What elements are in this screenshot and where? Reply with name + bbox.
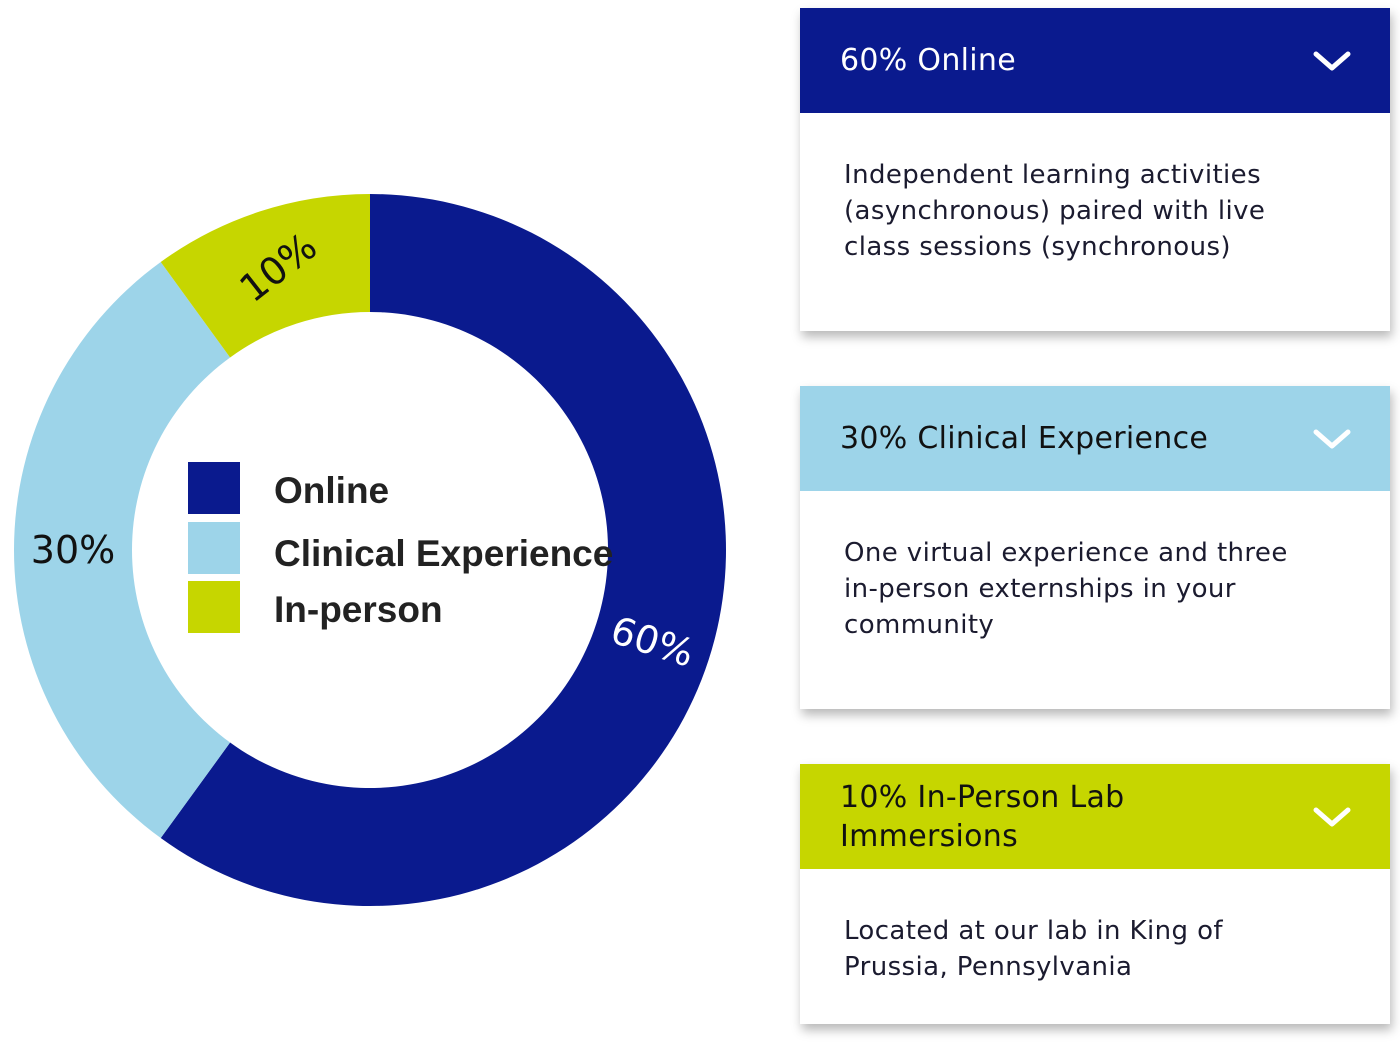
chart-legend: Online Clinical Experience In-person: [188, 462, 613, 633]
accordion-title: 30% Clinical Experience: [840, 421, 1209, 456]
accordion-body: One virtual experience and three in-pers…: [800, 491, 1390, 643]
accordion-card-in-person: 10% In-Person Lab Immersions Located at …: [800, 764, 1390, 1024]
accordion-header-online[interactable]: 60% Online: [800, 8, 1390, 113]
accordion-title: 10% In-Person Lab Immersions: [840, 779, 1125, 854]
legend-label-online: Online: [274, 470, 389, 511]
accordion-header-clinical[interactable]: 30% Clinical Experience: [800, 386, 1390, 491]
legend-swatch-online: [188, 462, 240, 514]
legend-label-clinical: Clinical Experience: [274, 533, 613, 574]
donut-chart: 60%30%10% Online Clinical Experience In-…: [13, 194, 727, 906]
donut-slice-clinical-experience: [13, 261, 231, 839]
donut-value-label-clinical-experience: 30%: [31, 528, 115, 572]
donut-slice-in-person: [160, 194, 370, 358]
chevron-down-icon[interactable]: [1312, 805, 1352, 829]
accordion-body: Independent learning activities (asynchr…: [800, 113, 1390, 265]
legend-label-in-person: In-person: [274, 589, 443, 630]
legend-swatch-in-person: [188, 581, 240, 633]
accordion-body: Located at our lab in King of Prussia, P…: [800, 869, 1390, 985]
legend-swatch-clinical: [188, 522, 240, 574]
accordion-title: 60% Online: [840, 43, 1016, 78]
chevron-down-icon[interactable]: [1312, 427, 1352, 451]
accordion-description: One virtual experience and three in-pers…: [844, 538, 1288, 640]
accordion-card-online: 60% Online Independent learning activiti…: [800, 8, 1390, 331]
donut-slice-online: [160, 194, 727, 906]
accordion-description: Independent learning activities (asynchr…: [844, 160, 1266, 262]
accordion-description: Located at our lab in King of Prussia, P…: [844, 916, 1223, 982]
chevron-down-icon[interactable]: [1312, 49, 1352, 73]
accordion-card-clinical: 30% Clinical Experience One virtual expe…: [800, 386, 1390, 709]
accordion-header-in-person[interactable]: 10% In-Person Lab Immersions: [800, 764, 1390, 869]
